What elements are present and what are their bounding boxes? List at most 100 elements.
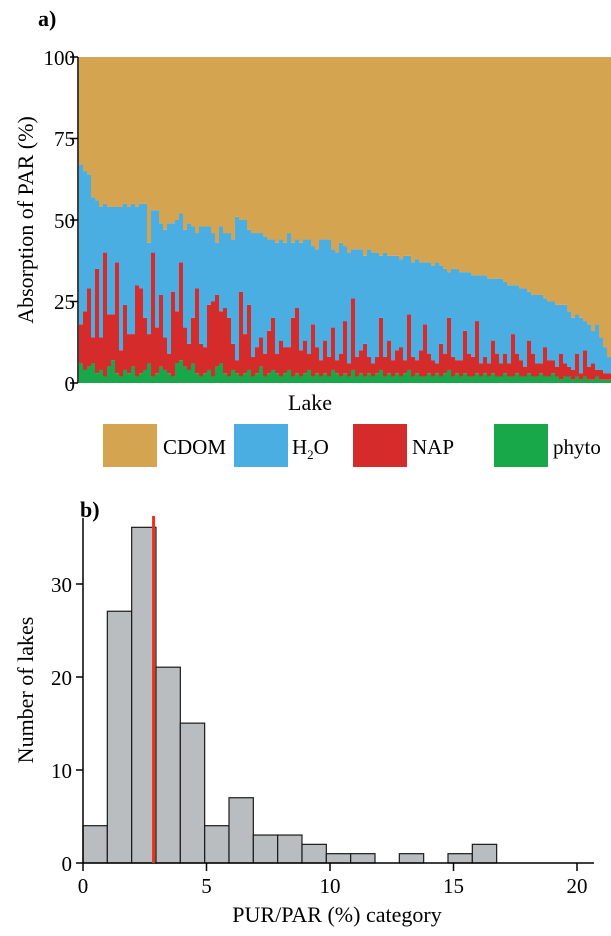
legend-swatch-h2o (234, 424, 288, 467)
bar-segment-nap (227, 317, 232, 377)
bar-segment-phyto (83, 369, 88, 383)
bar-segment-phyto (99, 369, 104, 383)
bar-segment-phyto (323, 373, 328, 383)
bar-segment-ho (311, 246, 316, 325)
bar-segment-nap (143, 317, 148, 370)
bar-segment-phyto (411, 376, 416, 383)
bar-segment-ho (439, 265, 444, 344)
bar-segment-ho (595, 324, 600, 370)
y-tick-label: 0 (65, 372, 76, 396)
bar-segment-nap (295, 308, 300, 374)
legend-label-phyto: phyto (553, 435, 601, 459)
bar-segment-nap (131, 334, 136, 367)
bar-segment-ho (259, 233, 264, 338)
bar-segment-phyto (435, 373, 440, 383)
bar-segment-cdom (187, 57, 192, 224)
bar-segment-phyto (119, 376, 124, 383)
bar-segment-nap (147, 334, 152, 364)
bar-segment-nap (547, 360, 552, 377)
bar-segment-nap (443, 353, 448, 374)
bar-segment-ho (159, 223, 164, 295)
bar-segment-phyto (331, 369, 336, 383)
bar-segment-phyto (483, 373, 488, 383)
bar-segment-nap (319, 360, 324, 377)
bar-segment-phyto (575, 376, 580, 383)
bar-segment-phyto (455, 373, 460, 383)
bar-segment-phyto (303, 373, 308, 383)
y-tick-label: 50 (54, 209, 75, 233)
bar-segment-phyto (443, 373, 448, 383)
bar-segment-nap (115, 262, 120, 374)
histogram-bar (398, 853, 425, 864)
bar-segment-nap (535, 363, 540, 377)
bar-segment-nap (367, 356, 372, 374)
bar-segment-nap (523, 366, 528, 377)
panel-a-y-axis-title: Absorption of PAR (%) (13, 116, 38, 324)
bar-segment-phyto (387, 373, 392, 383)
bar-segment-cdom (295, 57, 300, 240)
y-tick-label: 30 (51, 573, 72, 597)
bar-segment-nap (303, 340, 308, 374)
bar-segment-phyto (307, 369, 312, 383)
bar-segment-nap (347, 363, 352, 377)
bar-segment-cdom (131, 57, 136, 204)
bar-segment-cdom (595, 57, 600, 325)
bar-segment-ho (331, 249, 336, 328)
bar-segment-nap (91, 337, 96, 364)
bar-segment-nap (499, 363, 504, 377)
bar-segment-phyto (251, 376, 256, 383)
bar-segment-nap (455, 360, 460, 374)
bar-segment-ho (559, 304, 564, 354)
bar-segment-phyto (147, 363, 152, 383)
bar-segment-nap (559, 353, 564, 380)
bar-segment-ho (231, 239, 236, 344)
bar-segment-phyto (451, 376, 456, 383)
bar-segment-ho (583, 321, 588, 351)
bar-segment-nap (183, 327, 188, 367)
bar-segment-cdom (179, 57, 184, 214)
panel-b-y-axis-title: Number of lakes (13, 617, 38, 764)
bar-segment-phyto (375, 373, 380, 383)
bar-segment-phyto (243, 373, 248, 383)
bar-segment-cdom (259, 57, 264, 234)
bar-segment-cdom (319, 57, 324, 240)
bar-segment-cdom (575, 57, 580, 315)
bar-segment-nap (475, 321, 480, 374)
bar-segment-phyto (555, 376, 560, 383)
bar-segment-nap (199, 343, 204, 377)
bar-segment-ho (539, 294, 544, 364)
bar-segment-phyto (279, 376, 284, 383)
bar-segment-phyto (239, 376, 244, 383)
bar-segment-nap (203, 347, 208, 374)
bar-segment-nap (139, 288, 144, 374)
bar-segment-ho (499, 278, 504, 364)
bar-segment-ho (447, 272, 452, 318)
bar-segment-cdom (287, 57, 292, 234)
bar-segment-nap (555, 366, 560, 377)
bar-segment-cdom (91, 57, 96, 198)
bar-segment-nap (311, 324, 316, 377)
bar-segment-ho (263, 236, 268, 354)
bar-segment-phyto (591, 379, 596, 383)
bar-segment-phyto (151, 376, 156, 383)
panel-b-y-ticks: 0 10 20 30 (51, 573, 83, 876)
bar-segment-ho (279, 239, 284, 341)
bar-segment-phyto (347, 376, 352, 383)
bar-segment-cdom (491, 57, 496, 279)
bar-segment-ho (375, 252, 380, 357)
bar-segment-ho (295, 239, 300, 309)
y-tick-label: 25 (54, 290, 75, 314)
bar-segment-phyto (255, 373, 260, 383)
bar-segment-ho (267, 239, 272, 331)
bar-segment-cdom (203, 57, 208, 227)
bar-segment-phyto (271, 369, 276, 383)
x-tick-label: 5 (201, 874, 212, 898)
bar-segment-ho (83, 171, 88, 312)
panel-b-bars (82, 526, 498, 864)
bar-segment-cdom (215, 57, 220, 243)
bar-segment-nap (467, 353, 472, 377)
legend-label-nap: NAP (412, 435, 454, 459)
bar-segment-ho (547, 301, 552, 361)
bar-segment-ho (195, 233, 200, 289)
bar-segment-cdom (315, 57, 320, 250)
